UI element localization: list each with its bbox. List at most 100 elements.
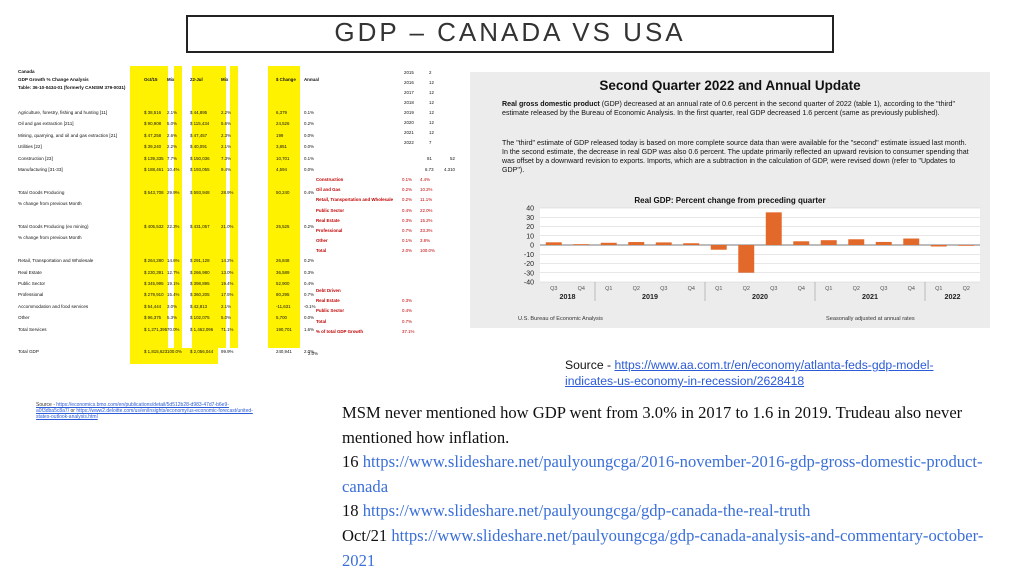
bar	[573, 244, 590, 245]
x-tick-label: Q4	[578, 286, 585, 292]
summary-label: Other	[316, 238, 328, 244]
sheet-cell: 100.0%	[167, 349, 182, 355]
sheet-row-label: Utilities [22]	[18, 144, 42, 150]
extra-value: 6.73	[425, 167, 434, 172]
year-label: 2019	[642, 292, 658, 301]
highlight-column	[230, 66, 238, 348]
title-box: GDP – CANADA VS USA	[186, 15, 834, 53]
summary-label: Total	[316, 248, 327, 254]
year-count: 12	[429, 110, 434, 115]
summary-label: Public Sector	[316, 207, 345, 213]
reference-2-link[interactable]: https://www.slideshare.net/paulyoungcga/…	[362, 501, 811, 521]
sheet-cell: 21.0%	[221, 224, 234, 229]
bea-paragraph-2: The "third" estimate of GDP released tod…	[502, 139, 969, 174]
sheet-cell: 0.4%	[304, 189, 315, 195]
bea-para1-text: (GDP) decreased at an annual rate of 0.6…	[502, 100, 955, 117]
sheet-cell: 5.6%	[221, 121, 232, 127]
sheet-row-label: Other	[18, 315, 30, 321]
sheet-cell: 2.0%	[304, 349, 315, 355]
sheet-cell: 0.7%	[304, 292, 315, 298]
reference-1-link[interactable]: https://www.slideshare.net/paulyoungcga/…	[342, 452, 983, 496]
debt-label: Total	[316, 318, 327, 324]
reference-3: Oct/21 https://www.slideshare.net/paulyo…	[342, 524, 1002, 573]
sheet-row-label: Manufacturing [31-33]	[18, 167, 63, 172]
debt-value: 0.3%	[402, 298, 413, 304]
sheet-cell: $ 431,057	[190, 224, 210, 229]
x-tick-label: Q2	[633, 286, 640, 292]
sheet-cell: 19.4%	[221, 281, 234, 286]
sheet-source-link-2[interactable]: https://www2.deloitte.com/us/en/insights…	[36, 408, 253, 420]
sheet-cell: 1.6%	[304, 326, 315, 332]
sheet-cell: 2.1%	[221, 144, 232, 150]
extra-value: 4.310	[444, 167, 455, 172]
debt-value: 37.1%	[402, 328, 415, 334]
sheet-cell: $ 96,375	[144, 315, 162, 321]
summary-value: 10.2%	[420, 187, 433, 193]
sheet-row-label: Total Goods Producing (ex mining)	[18, 224, 89, 229]
source-right-link[interactable]: https://www.aa.com.tr/en/economy/atlanta…	[565, 358, 934, 388]
x-tick-label: Q4	[908, 286, 915, 292]
year-count: 7	[429, 140, 432, 145]
year-label: 2020	[752, 292, 768, 301]
sheet-cell: 2.2%	[221, 110, 232, 115]
sheet-cell: 199	[276, 132, 284, 138]
sheet-cell: 0.4%	[304, 281, 315, 286]
summary-value: 0.4%	[402, 207, 413, 213]
year-count: 12	[429, 120, 434, 125]
sheet-cell: 7.7%	[167, 155, 178, 161]
bar	[765, 212, 782, 245]
reference-3-link[interactable]: https://www.slideshare.net/paulyoungcga/…	[342, 525, 984, 570]
sheet-cell: 12.7%	[167, 269, 180, 275]
bar	[930, 245, 947, 247]
sheet-cell: $ 264,280	[144, 258, 164, 264]
sheet-cell: $ 593,948	[190, 189, 210, 195]
column-header: Oct/15	[144, 77, 158, 82]
bar	[710, 245, 727, 250]
sheet-cell: $ 90,908	[144, 121, 162, 127]
sheet-cell: 5.3%	[167, 315, 178, 321]
sheet-cell: 240,941	[276, 349, 292, 355]
bea-footer-right: Seasonally adjusted at annual rates	[826, 316, 915, 322]
sheet-cell: $ 47,258	[144, 132, 162, 138]
x-tick-label: Q2	[743, 286, 750, 292]
sheet-source-or: or	[69, 408, 77, 414]
extra-value: 52	[450, 156, 455, 161]
sheet-cell: 17.5%	[221, 292, 234, 298]
year-label: 2022	[404, 140, 414, 145]
bar	[545, 242, 562, 245]
highlight-column	[130, 66, 168, 348]
sheet-source: Source - https://economics.bmo.com/en/pu…	[36, 402, 256, 420]
year-count: 12	[429, 130, 434, 135]
sheet-cell: $ 1,815,623	[144, 349, 168, 355]
reference-1: 16 https://www.slideshare.net/paulyoungc…	[342, 450, 1002, 499]
sheet-cell: $ 360,205	[190, 292, 210, 298]
sheet-row-label: Total GDP	[18, 349, 39, 355]
x-tick-label: Q2	[853, 286, 860, 292]
year-label: 2017	[404, 90, 414, 95]
sheet-cell: 19.1%	[167, 281, 180, 286]
reference-2: 18 https://www.slideshare.net/paulyoungc…	[342, 499, 1002, 524]
sheet-cell: $ 42,813	[190, 303, 208, 309]
summary-label: Retail, Transportation and Wholesale	[316, 197, 394, 203]
sheet-cell: 0.1%	[304, 110, 315, 115]
x-tick-label: Q1	[715, 286, 722, 292]
sheet-cell: 0.0%	[304, 167, 315, 172]
sheet-cell: 24,526	[276, 121, 290, 127]
summary-value: 0.2%	[402, 197, 413, 203]
bar	[875, 241, 892, 245]
year-count: 12	[429, 80, 434, 85]
column-header: Mix	[221, 77, 229, 82]
highlight-column	[192, 66, 226, 348]
sheet-cell: $ 40,091	[190, 144, 208, 150]
x-tick-label: Q1	[935, 286, 942, 292]
bar	[628, 242, 645, 245]
sheet-source-link-1[interactable]: https://economics.bmo.com/en/publication…	[36, 402, 229, 414]
x-tick-label: Q4	[688, 286, 695, 292]
sheet-cell: $ 38,516	[144, 110, 162, 115]
sheet-cell: $ 115,434	[190, 121, 210, 127]
sheet-cell: $ 1,271,395	[144, 326, 168, 332]
sheet-cell: 50,240	[276, 189, 290, 195]
debt-label: Debt Driven	[316, 288, 341, 293]
sheet-cell: -0.1%	[304, 303, 316, 309]
sheet-cell: 0.2%	[304, 121, 315, 127]
